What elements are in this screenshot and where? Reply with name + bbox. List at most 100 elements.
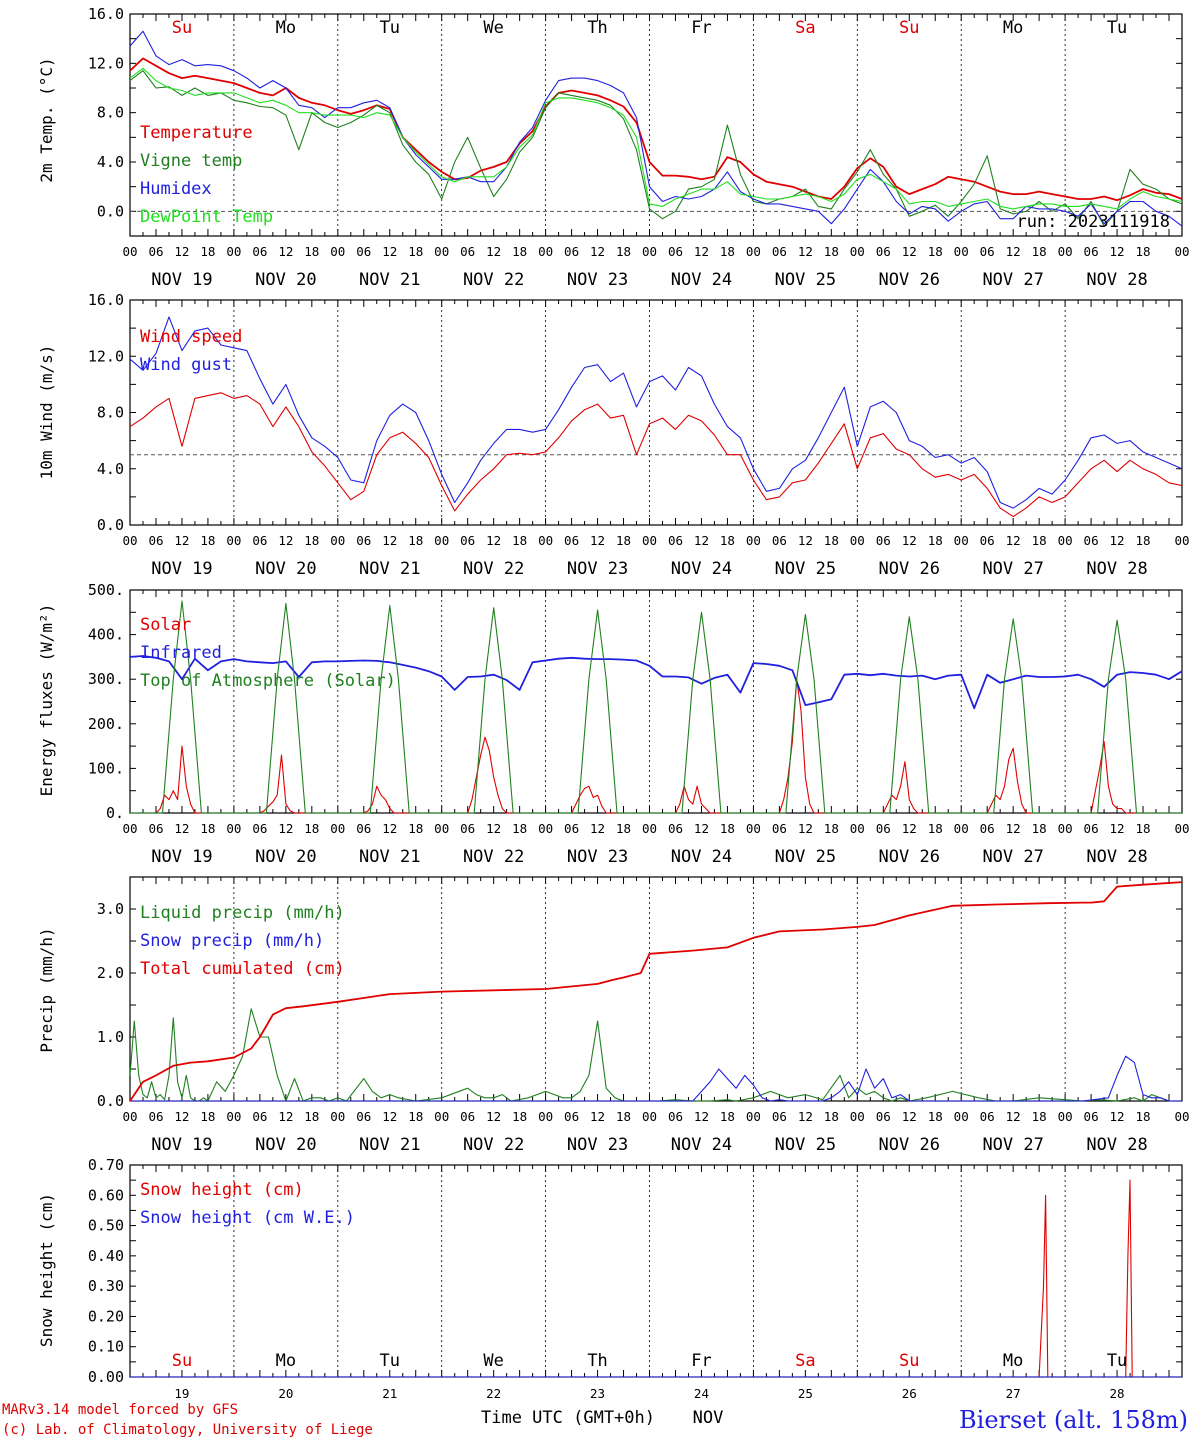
y-tick-label: 0.0 — [97, 202, 124, 220]
x-tick-label: 00 — [746, 821, 761, 836]
legend-entry: Snow precip (mm/h) — [140, 931, 324, 951]
x-tick-label: 06 — [876, 244, 891, 259]
x-tick-label: 12 — [1006, 533, 1021, 548]
x-tick-label: 18 — [720, 244, 735, 259]
x-tick-label: 00 — [434, 821, 449, 836]
x-tick-label: 00 — [850, 533, 865, 548]
x-tick-label: 00 — [1058, 533, 1073, 548]
y-tick-label: 0.0 — [97, 1092, 124, 1110]
panel-flux — [129, 589, 1183, 814]
x-tick-label: 12 — [278, 533, 293, 548]
x-tick-label: 12 — [174, 821, 189, 836]
day-number: 28 — [1110, 1386, 1125, 1401]
x-tick-label: 00 — [746, 244, 761, 259]
x-tick-label: 18 — [1032, 821, 1047, 836]
x-axis-title: Time UTC (GMT+0h) — [481, 1408, 655, 1428]
day-label: NOV 22 — [463, 847, 524, 867]
series-line-wind-gust — [129, 316, 1183, 509]
y-tick-label: 0.00 — [88, 1368, 124, 1386]
x-tick-label: 00 — [954, 533, 969, 548]
series-line-dewpoint-temp — [129, 67, 1183, 210]
x-tick-label: 06 — [772, 1109, 787, 1124]
x-tick-label: 12 — [590, 244, 605, 259]
weekday-label: Mo — [276, 18, 296, 38]
x-tick-label: 00 — [1058, 1109, 1073, 1124]
x-tick-label: 18 — [824, 533, 839, 548]
series-line-liquid-precip-mm-h — [129, 1008, 1182, 1102]
y-tick-label: 12.0 — [88, 54, 124, 72]
day-label: NOV 26 — [879, 847, 940, 867]
x-tick-label: 12 — [1110, 1109, 1125, 1124]
y-axis-label: Snow height (cm) — [37, 1193, 56, 1347]
x-tick-label: 06 — [460, 533, 475, 548]
x-tick-label: 06 — [772, 821, 787, 836]
weekday-label: Sa — [795, 18, 815, 38]
plot-frame — [129, 299, 1183, 526]
x-tick-label: 00 — [226, 1109, 241, 1124]
x-tick-label: 06 — [1084, 244, 1099, 259]
x-tick-label: 06 — [1084, 1109, 1099, 1124]
y-tick-label: 0.70 — [88, 1156, 124, 1174]
y-tick-label: 1.0 — [97, 1028, 124, 1046]
x-tick-label: 00 — [850, 821, 865, 836]
day-number: 25 — [798, 1386, 813, 1401]
x-tick-label: 06 — [980, 244, 995, 259]
weekday-label: We — [483, 1351, 503, 1371]
x-tick-label: 18 — [1032, 1109, 1047, 1124]
x-tick-label: 00 — [226, 533, 241, 548]
x-tick-label: 12 — [174, 244, 189, 259]
day-number: 21 — [382, 1386, 397, 1401]
x-tick-label: 18 — [720, 533, 735, 548]
x-tick-label: 18 — [824, 1109, 839, 1124]
y-tick-label: 0.30 — [88, 1277, 124, 1295]
y-tick-label: 4.0 — [97, 460, 124, 478]
x-tick-label: 06 — [564, 1109, 579, 1124]
x-tick-label: 00 — [1174, 821, 1189, 836]
day-label: NOV 25 — [775, 1135, 836, 1155]
plot-frame — [129, 13, 1183, 237]
day-number: 23 — [590, 1386, 605, 1401]
x-tick-label: 18 — [200, 533, 215, 548]
x-tick-label: 18 — [928, 244, 943, 259]
weekday-label: Su — [172, 18, 192, 38]
x-tick-label: 00 — [642, 1109, 657, 1124]
x-tick-label: 06 — [460, 1109, 475, 1124]
y-tick-label: 0.0 — [97, 516, 124, 534]
x-tick-label: 00 — [122, 533, 137, 548]
series-line-infrared — [129, 655, 1183, 710]
x-tick-label: 18 — [408, 533, 423, 548]
y-tick-label: 16.0 — [88, 291, 124, 309]
x-tick-label: 18 — [616, 244, 631, 259]
day-label: NOV 24 — [671, 847, 732, 867]
series-line-temperature — [129, 57, 1183, 202]
x-tick-label: 18 — [928, 821, 943, 836]
day-label: NOV 24 — [671, 1135, 732, 1155]
x-tick-label: 00 — [642, 533, 657, 548]
day-label: NOV 22 — [463, 559, 524, 579]
x-tick-label: 00 — [538, 821, 553, 836]
legend-entry: Wind speed — [140, 327, 242, 347]
day-label: NOV 28 — [1086, 1135, 1147, 1155]
y-tick-label: 4.0 — [97, 153, 124, 171]
x-tick-label: 06 — [876, 1109, 891, 1124]
day-label: NOV 28 — [1086, 847, 1147, 867]
day-label: NOV 24 — [671, 559, 732, 579]
day-label: NOV 26 — [879, 270, 940, 290]
y-tick-label: 300. — [88, 670, 124, 688]
series-line-wind-speed — [129, 392, 1183, 518]
legend-entry: Total cumulated (cm) — [140, 959, 345, 979]
day-label: NOV 23 — [567, 559, 628, 579]
x-tick-label: 12 — [382, 533, 397, 548]
y-tick-label: 0. — [106, 804, 124, 822]
x-tick-label: 18 — [928, 533, 943, 548]
x-tick-label: 18 — [616, 533, 631, 548]
x-tick-label: 06 — [252, 244, 267, 259]
x-tick-label: 06 — [772, 533, 787, 548]
x-tick-label: 06 — [148, 821, 163, 836]
x-tick-label: 12 — [798, 533, 813, 548]
legend-entry: Top of Atmosphere (Solar) — [140, 671, 396, 691]
x-tick-label: 12 — [590, 1109, 605, 1124]
weekday-label: Su — [899, 1351, 919, 1371]
x-tick-label: 00 — [746, 1109, 761, 1124]
x-tick-label: 12 — [590, 533, 605, 548]
